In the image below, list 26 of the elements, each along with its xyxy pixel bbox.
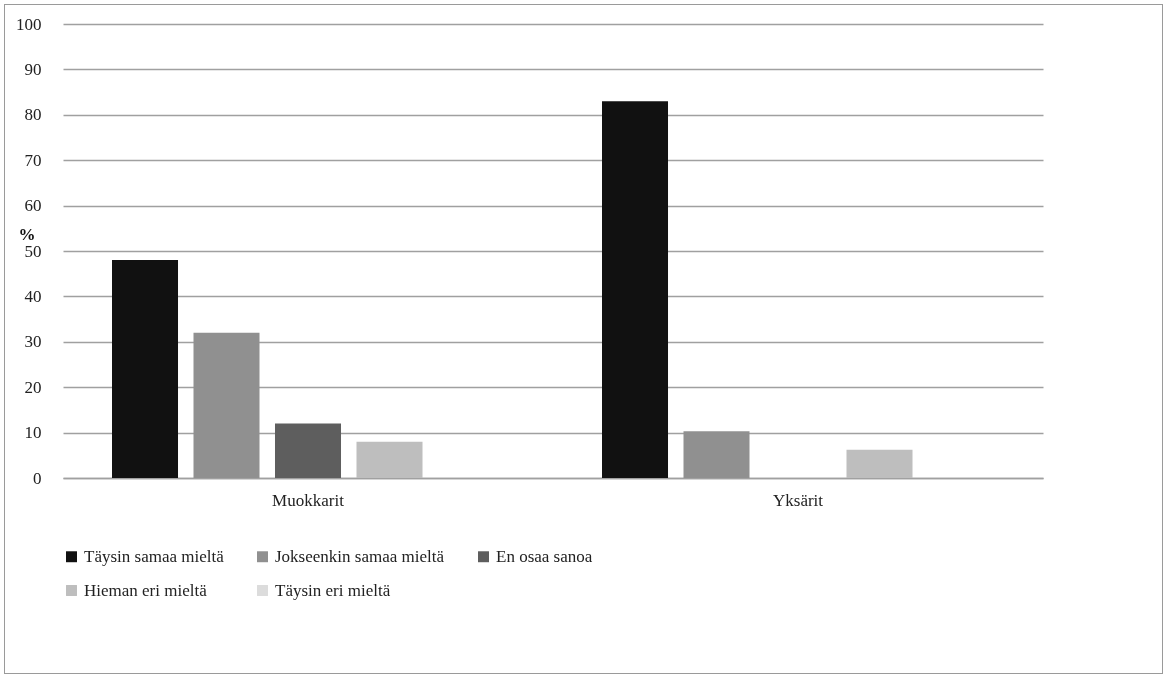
y-tick-label: 70	[24, 150, 42, 170]
y-axis-title: %	[18, 224, 36, 244]
y-tick-label: 60	[24, 196, 42, 216]
legend-label: Täysin eri mieltä	[275, 580, 391, 600]
y-tick-label: 30	[24, 332, 42, 352]
legend-label: Täysin samaa mieltä	[84, 546, 225, 566]
bar	[193, 332, 260, 478]
x-tick-label: Muokkarit	[272, 490, 345, 510]
bar	[356, 441, 423, 478]
legend-label: Hieman eri mieltä	[84, 580, 208, 600]
y-tick-label: 40	[24, 286, 42, 306]
y-tick-label: 90	[24, 59, 42, 79]
y-tick-label: 100	[16, 14, 42, 34]
bar	[846, 449, 913, 478]
bar	[683, 431, 750, 478]
y-tick-label: 50	[24, 241, 42, 261]
legend-label: Jokseenkin samaa mieltä	[275, 546, 445, 566]
legend-label: En osaa sanoa	[496, 546, 593, 566]
x-tick-label: Yksärit	[772, 490, 824, 510]
bar	[274, 423, 342, 478]
y-tick-label: 80	[24, 105, 42, 125]
y-tick-label: 0	[33, 468, 42, 488]
y-tick-label: 20	[24, 377, 42, 397]
bar	[602, 101, 669, 478]
bar	[112, 260, 179, 478]
y-tick-label: 10	[24, 423, 42, 443]
